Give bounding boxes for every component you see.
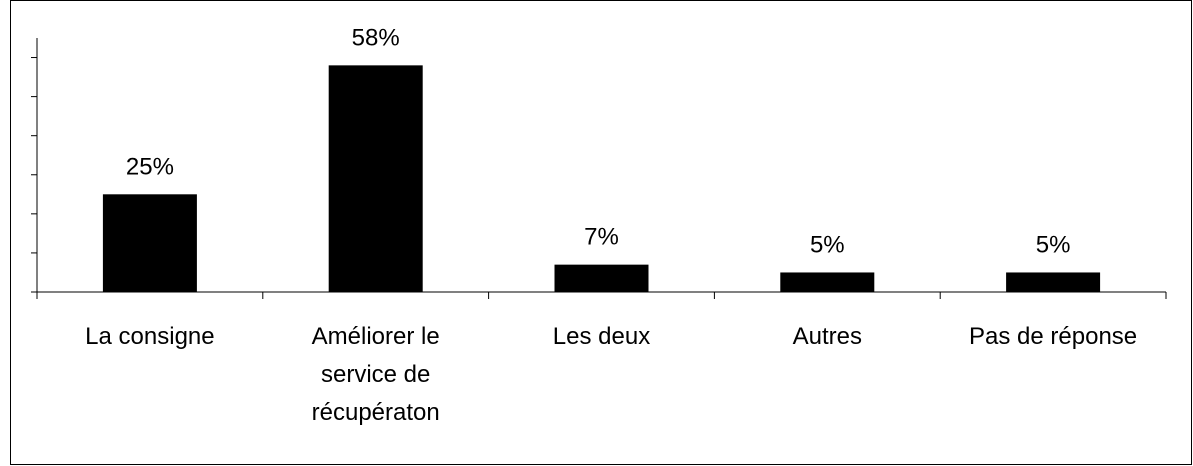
x-tick-label: Autres <box>792 323 862 350</box>
value-label: 58% <box>352 24 400 51</box>
x-tick-label: Les deux <box>552 323 651 350</box>
value-label: 7% <box>584 224 619 251</box>
x-tick-label: La consigne <box>85 323 215 350</box>
value-label: 5% <box>1036 231 1071 258</box>
value-label: 25% <box>126 153 174 180</box>
x-tick-label: Améliorer le service de récupératon <box>311 323 440 426</box>
value-label: 5% <box>810 231 845 258</box>
bar <box>780 272 875 292</box>
frame <box>10 0 1192 465</box>
bar <box>328 65 423 292</box>
bar <box>102 194 197 292</box>
x-tick-label: Pas de réponse <box>969 323 1138 350</box>
bar <box>1006 272 1101 292</box>
bar <box>554 264 649 292</box>
